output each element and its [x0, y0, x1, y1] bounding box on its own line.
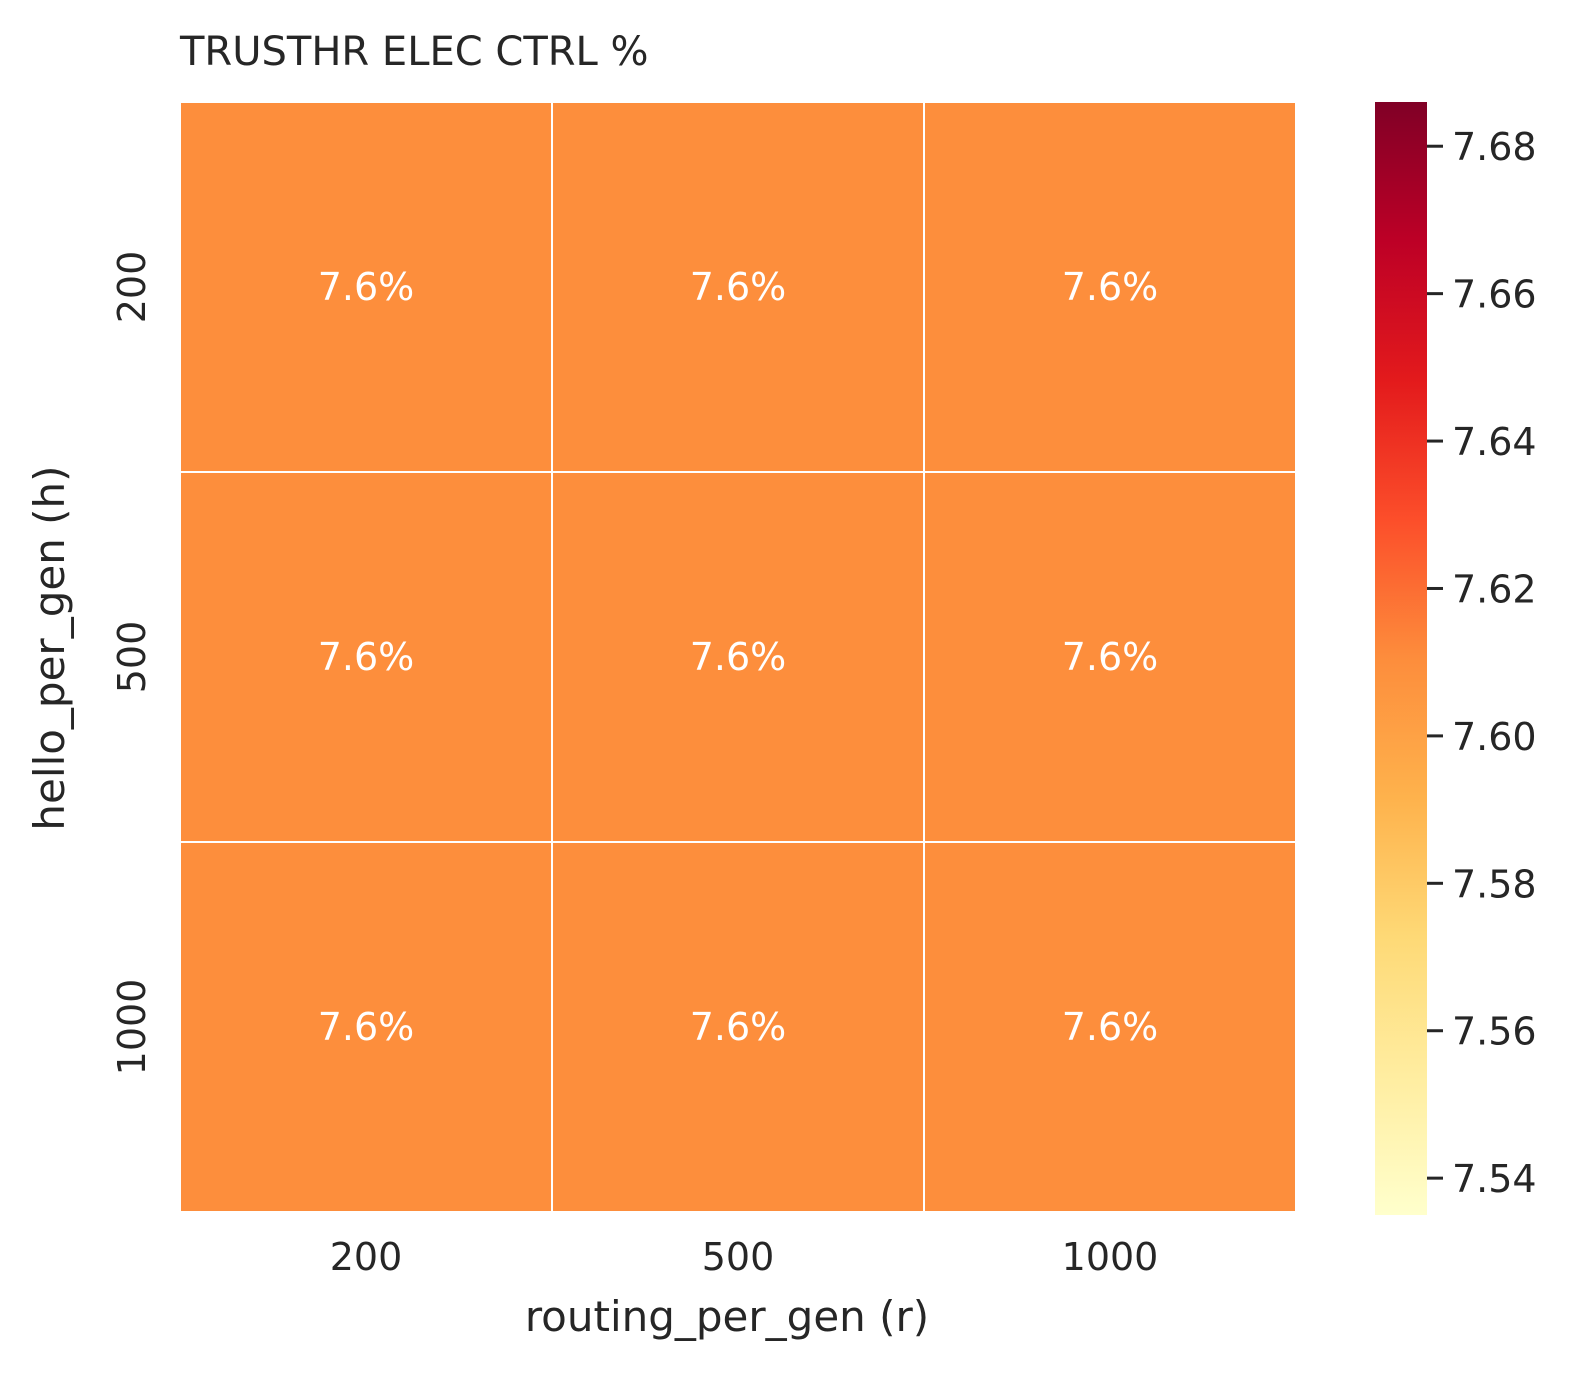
x-tick-label: 1000	[1062, 1235, 1159, 1279]
y-tick-label: 200	[110, 251, 154, 324]
heatmap-cell-r2-c0	[179, 841, 553, 1213]
colorbar-tick-label: 7.56	[1452, 1010, 1537, 1054]
cell-value-label-r2-c2: 7.6%	[1062, 1005, 1159, 1049]
heatmap-cell-labels: 7.6% 7.6% 7.6% 7.6% 7.6% 7.6% 7.6% 7.6% 7.6%	[318, 265, 1159, 1049]
heatmap-cell-r1-c2	[923, 471, 1297, 843]
cell-value-label-r0-c1: 7.6%	[690, 265, 787, 309]
heatmap-cell-r1-c0	[179, 471, 553, 843]
heatmap-cell-r2-c2	[923, 841, 1297, 1213]
heatmap-cells	[179, 101, 1297, 1213]
cell-value-label-r2-c1: 7.6%	[690, 1005, 787, 1049]
heatmap-cell-r0-c2	[923, 101, 1297, 473]
heatmap-cell-r0-c0	[179, 101, 553, 473]
y-tick-label: 1000	[110, 979, 154, 1076]
x-tick-label: 500	[702, 1235, 775, 1279]
y-axis-label: hello_per_gen (h)	[25, 465, 74, 830]
colorbar-tick-label: 7.60	[1452, 715, 1537, 759]
cell-value-label-r2-c0: 7.6%	[318, 1005, 415, 1049]
cell-value-label-r1-c0: 7.6%	[318, 635, 415, 679]
cell-value-label-r1-c2: 7.6%	[1062, 635, 1159, 679]
colorbar-tick-label: 7.66	[1452, 273, 1537, 317]
heatmap-cell-r2-c1	[551, 841, 925, 1213]
cell-value-label-r1-c1: 7.6%	[690, 635, 787, 679]
x-tick-label: 200	[330, 1235, 403, 1279]
cell-value-label-r0-c0: 7.6%	[318, 265, 415, 309]
colorbar-tick-label: 7.54	[1452, 1157, 1537, 1201]
x-axis-ticks: 200 500 1000	[330, 1235, 1159, 1279]
y-axis-ticks: 200 500 1000	[110, 251, 154, 1076]
colorbar-tick-label: 7.62	[1452, 567, 1537, 611]
heatmap-cell-r0-c1	[551, 101, 925, 473]
cell-value-label-r0-c2: 7.6%	[1062, 265, 1159, 309]
heatmap-cell-r1-c1	[551, 471, 925, 843]
colorbar-tick-label: 7.64	[1452, 420, 1537, 464]
colorbar-tick-label: 7.68	[1452, 125, 1537, 169]
colorbar-ticks: 7.54 7.56 7.58 7.60 7.62 7.64 7.66 7.68	[1427, 125, 1537, 1201]
y-tick-label: 500	[110, 621, 154, 694]
x-axis-label: routing_per_gen (r)	[525, 1292, 929, 1341]
colorbar	[1375, 102, 1427, 1215]
colorbar-tick-label: 7.58	[1452, 862, 1537, 906]
chart-title: TRUSTHR ELEC CTRL %	[179, 29, 649, 75]
